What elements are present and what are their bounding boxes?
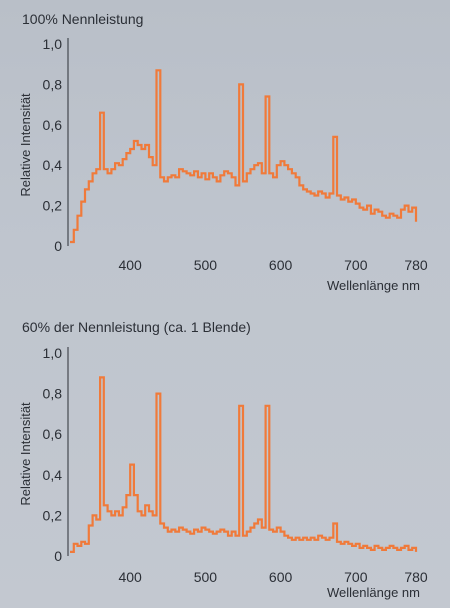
chart-panel-60-percent: 60% der Nennleistung (ca. 1 Blende) 0 0,2 0… bbox=[18, 319, 428, 600]
x-tick-label: 400 bbox=[118, 257, 142, 273]
y-tick-label: 0 bbox=[54, 548, 62, 564]
x-tick-label: 780 bbox=[404, 257, 428, 273]
chart-panel-100-percent: 100% Nennleistung 0 0,2 0,4 0,6 0,8 1,0 400 500 6… bbox=[18, 11, 428, 293]
chart-title: 100% Nennleistung bbox=[22, 11, 143, 27]
spectrum-series-line bbox=[70, 69, 418, 244]
y-tick-label: 0,4 bbox=[43, 467, 63, 483]
x-tick-label: 500 bbox=[194, 569, 218, 585]
y-tick-label: 1,0 bbox=[43, 36, 63, 52]
spectrum-series-line bbox=[70, 376, 418, 553]
y-tick-label: 0,4 bbox=[43, 157, 63, 173]
x-tick-label: 700 bbox=[344, 569, 368, 585]
y-axis-label: Relative Intensität bbox=[18, 402, 33, 506]
x-axis-label: Wellenlänge nm bbox=[327, 278, 420, 293]
y-tick-label: 0,2 bbox=[43, 198, 63, 214]
y-tick-label: 1,0 bbox=[43, 345, 63, 361]
x-axis-label: Wellenlänge nm bbox=[327, 585, 420, 600]
x-tick-label: 600 bbox=[269, 257, 293, 273]
y-tick-label: 0,2 bbox=[43, 507, 63, 523]
x-tick-label: 400 bbox=[118, 569, 142, 585]
y-tick-label: 0,8 bbox=[43, 386, 63, 402]
y-tick-label: 0 bbox=[54, 238, 62, 254]
y-tick-label: 0,8 bbox=[43, 76, 63, 92]
x-tick-label: 500 bbox=[194, 257, 218, 273]
y-tick-label: 0,6 bbox=[43, 426, 63, 442]
x-tick-label: 780 bbox=[404, 569, 428, 585]
x-tick-label: 700 bbox=[344, 257, 368, 273]
y-tick-label: 0,6 bbox=[43, 117, 63, 133]
chart-title: 60% der Nennleistung (ca. 1 Blende) bbox=[22, 319, 251, 335]
x-tick-label: 600 bbox=[269, 569, 293, 585]
y-axis-label: Relative Intensität bbox=[18, 93, 33, 197]
